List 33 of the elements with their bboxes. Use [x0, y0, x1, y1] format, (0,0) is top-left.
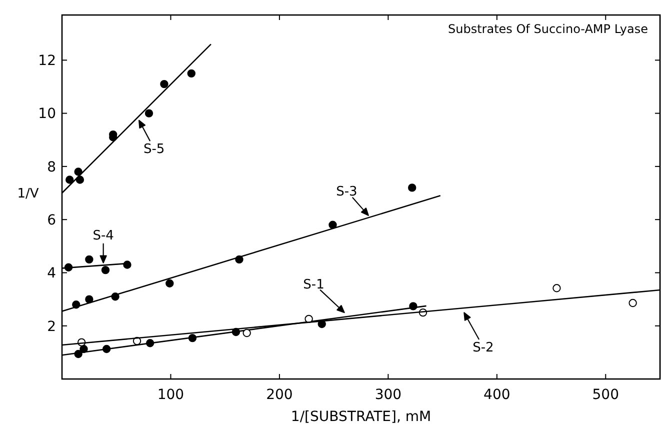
point — [628, 298, 637, 308]
y-tick-label: 2 — [47, 318, 56, 335]
point — [160, 80, 168, 88]
point — [408, 184, 416, 192]
y-tick-label: 10 — [38, 106, 56, 122]
point — [101, 266, 110, 274]
point — [144, 109, 154, 118]
annotation: S-4 — [92, 228, 114, 244]
x-tick-label: 100 — [157, 387, 184, 403]
point — [66, 176, 74, 184]
y-tick-label: 12 — [38, 53, 56, 70]
annotation: S-3 — [336, 184, 358, 200]
point — [242, 328, 251, 338]
y-axis-title: 1/V — [17, 186, 39, 202]
annotation: S-2 — [472, 340, 494, 356]
text: Substrates Of Succino-AMP Lyase — [448, 22, 648, 36]
x-tick-label: 400 — [484, 387, 510, 403]
point — [166, 279, 174, 288]
point — [85, 255, 94, 264]
annotation: S-1 — [303, 277, 324, 292]
point — [74, 168, 82, 176]
y-tick-label: 4 — [47, 266, 56, 282]
annotation: S-5 — [144, 142, 165, 158]
y-tick-label: 8 — [47, 159, 56, 176]
point — [328, 220, 337, 229]
x-axis-title: 1/[SUBSTRATE], mM — [290, 409, 432, 425]
y-tick-label: 6 — [47, 212, 56, 228]
point — [187, 69, 196, 78]
point — [552, 284, 561, 292]
x-tick-label: 200 — [266, 387, 293, 403]
point — [76, 176, 84, 184]
x-tick-label: 300 — [374, 387, 402, 403]
x-tick-label: 500 — [592, 387, 620, 403]
